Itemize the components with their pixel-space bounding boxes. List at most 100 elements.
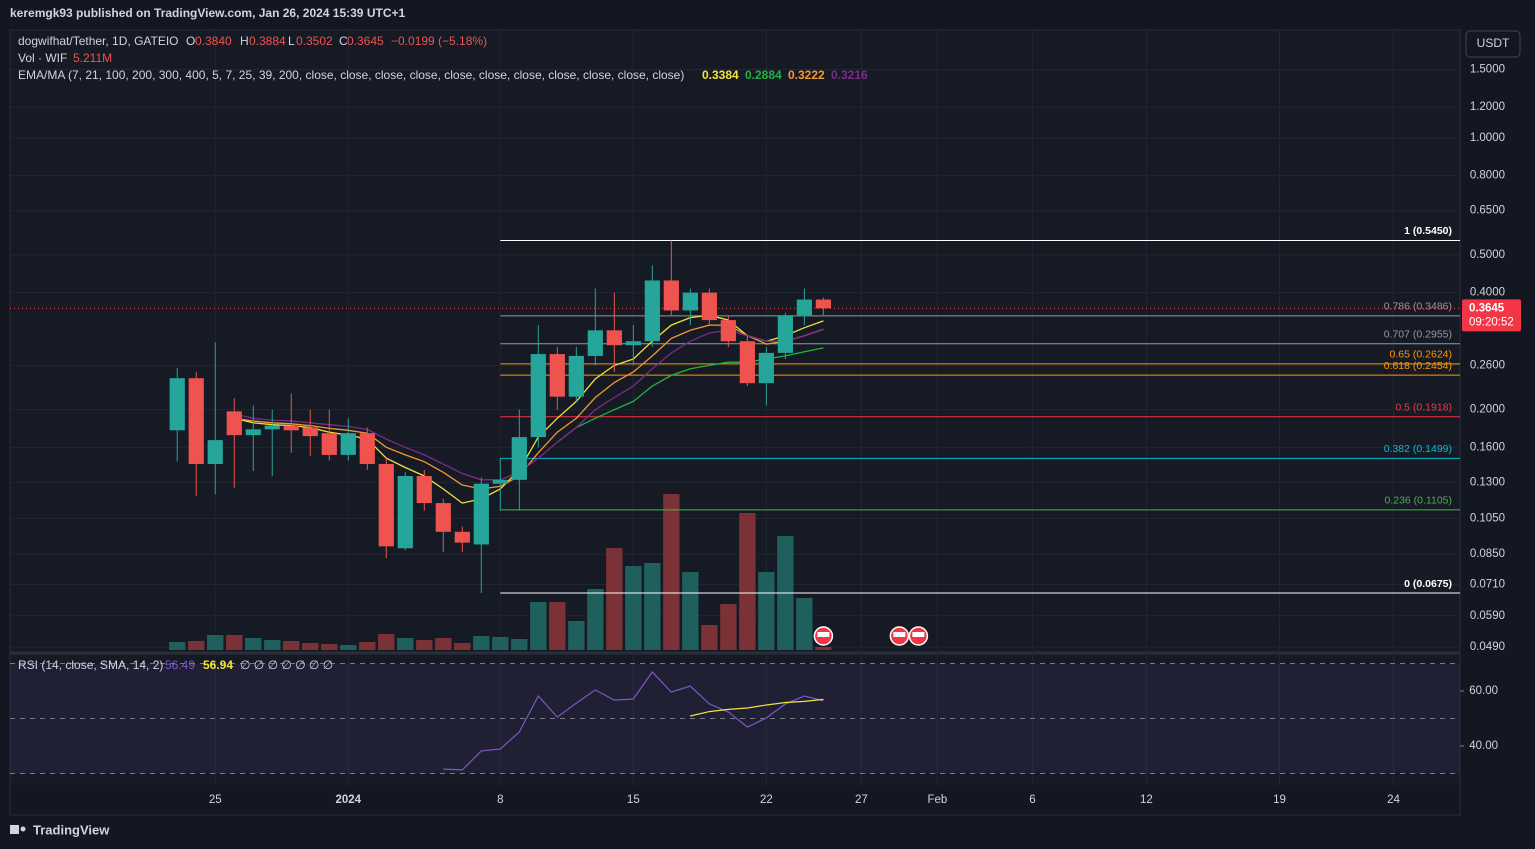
price-tag-countdown: 09:20:52: [1469, 316, 1514, 328]
x-tick-label: 6: [1029, 794, 1035, 806]
candle-body: [815, 299, 831, 309]
fib-label: 0.618 (0.2454): [1384, 360, 1452, 372]
brand: TradingView: [33, 822, 110, 837]
y-tick-label: 0.0710: [1470, 579, 1505, 591]
candle-body: [701, 292, 717, 321]
x-tick-label: 25: [209, 794, 222, 806]
rsi-sma-value: 56.94: [203, 658, 233, 672]
volume-bar: [226, 635, 243, 650]
event-flag-stripe: [893, 632, 906, 637]
y-tick-label: 60.00: [1469, 685, 1498, 697]
y-tick-label: 1.0000: [1470, 132, 1505, 144]
volume-bar: [340, 645, 357, 650]
volume-bar: [720, 604, 737, 650]
x-tick-label: 22: [760, 794, 773, 806]
candle-body: [454, 531, 470, 543]
y-tick-label: 0.0850: [1470, 548, 1505, 560]
price-tag-value: 0.3645: [1469, 302, 1505, 314]
vol: Vol · WIF: [18, 51, 67, 65]
rsi-rest: ∅ ∅ ∅ ∅ ∅ ∅ ∅: [240, 658, 333, 672]
symbol: dogwifhat/Tether, 1D, GATEIO: [18, 34, 179, 48]
rsi-legend: RSI (14, close, SMA, 14, 2): [18, 658, 163, 672]
candle-body: [207, 440, 223, 464]
x-tick-label: 15: [627, 794, 640, 806]
fib-label: 0.236 (0.1105): [1384, 495, 1452, 507]
indicator-line: [690, 698, 824, 717]
x-tick-label: 19: [1273, 794, 1286, 806]
volume-bar: [207, 635, 224, 650]
volume-bar: [245, 638, 262, 650]
fib-label: 0.5 (0.1918): [1395, 402, 1452, 414]
c: C: [339, 34, 348, 48]
candle-body: [739, 341, 755, 384]
volume-bar: [606, 548, 623, 650]
y-tick-label: 0.0490: [1470, 641, 1505, 653]
x-tick-label: 2024: [335, 794, 361, 806]
volume-bar: [644, 563, 661, 650]
candle-body: [625, 341, 641, 346]
volume-bar: [359, 642, 376, 650]
candle-body: [435, 503, 451, 532]
candle-body: [758, 352, 774, 384]
y-tick-label: 1.5000: [1470, 64, 1505, 76]
candle-body: [378, 463, 394, 547]
change: −0.0199 (−5.18%): [391, 34, 487, 48]
o-value: 0.3840: [195, 34, 232, 48]
volume-bar: [701, 625, 718, 650]
candle-body: [321, 433, 337, 455]
candle-body: [511, 437, 527, 480]
x-tick-label: Feb: [927, 794, 947, 806]
volume-bar: [321, 644, 338, 650]
volume-bar: [492, 637, 509, 650]
indicator-line: [443, 671, 824, 771]
candle-body: [283, 425, 299, 431]
currency[interactable]: USDT: [1477, 36, 1510, 50]
currency-button[interactable]: [1465, 30, 1521, 58]
volume-bar: [796, 598, 813, 650]
price-tag: [1462, 299, 1521, 332]
volume-bar: [568, 621, 585, 650]
y-tick-label: 0.1600: [1470, 441, 1505, 453]
x-tick-label: 8: [497, 794, 503, 806]
ema-value: 0.3384: [702, 68, 739, 82]
indicator-line: [556, 347, 824, 443]
volume-bar: [511, 639, 528, 650]
tv-logo: [10, 825, 26, 834]
volume-bar: [169, 642, 186, 650]
candle-body: [549, 354, 565, 397]
volume-bar: [378, 634, 395, 650]
candle-body: [245, 429, 261, 436]
candle-body: [302, 427, 318, 437]
candle-body: [644, 280, 660, 342]
volume-bar: [283, 641, 300, 650]
l-value: 0.3502: [296, 34, 333, 48]
candle-body: [587, 330, 603, 356]
volume-bar: [549, 602, 566, 650]
published-note: keremgk93 published on TradingView.com, …: [10, 6, 405, 20]
fib-label: 0.65 (0.2624): [1390, 349, 1452, 361]
volume-bar: [815, 647, 832, 650]
l: L: [288, 34, 295, 48]
y-tick-label: 0.2600: [1470, 359, 1505, 371]
candle-body: [226, 411, 242, 436]
candle-body: [188, 378, 204, 464]
candle-body: [416, 476, 432, 504]
candle-body: [492, 479, 508, 484]
candle-body: [796, 299, 812, 316]
y-tick-label: 0.5000: [1470, 249, 1505, 261]
volume-bar: [530, 602, 547, 650]
rsi-value: 56.49: [165, 658, 195, 672]
volume-bar: [435, 638, 452, 650]
ema-value: 0.3222: [788, 68, 825, 82]
ema-value: 0.2884: [745, 68, 782, 82]
y-tick-label: 0.1050: [1470, 512, 1505, 524]
volume-bar: [264, 640, 281, 650]
volume-bar: [473, 636, 490, 650]
volume-bar: [416, 640, 433, 650]
volume-bar: [663, 494, 680, 650]
volume-bar: [587, 589, 604, 650]
candle-body: [264, 425, 280, 430]
y-tick-label: 1.2000: [1470, 101, 1505, 113]
y-tick-label: 0.6500: [1470, 205, 1505, 217]
